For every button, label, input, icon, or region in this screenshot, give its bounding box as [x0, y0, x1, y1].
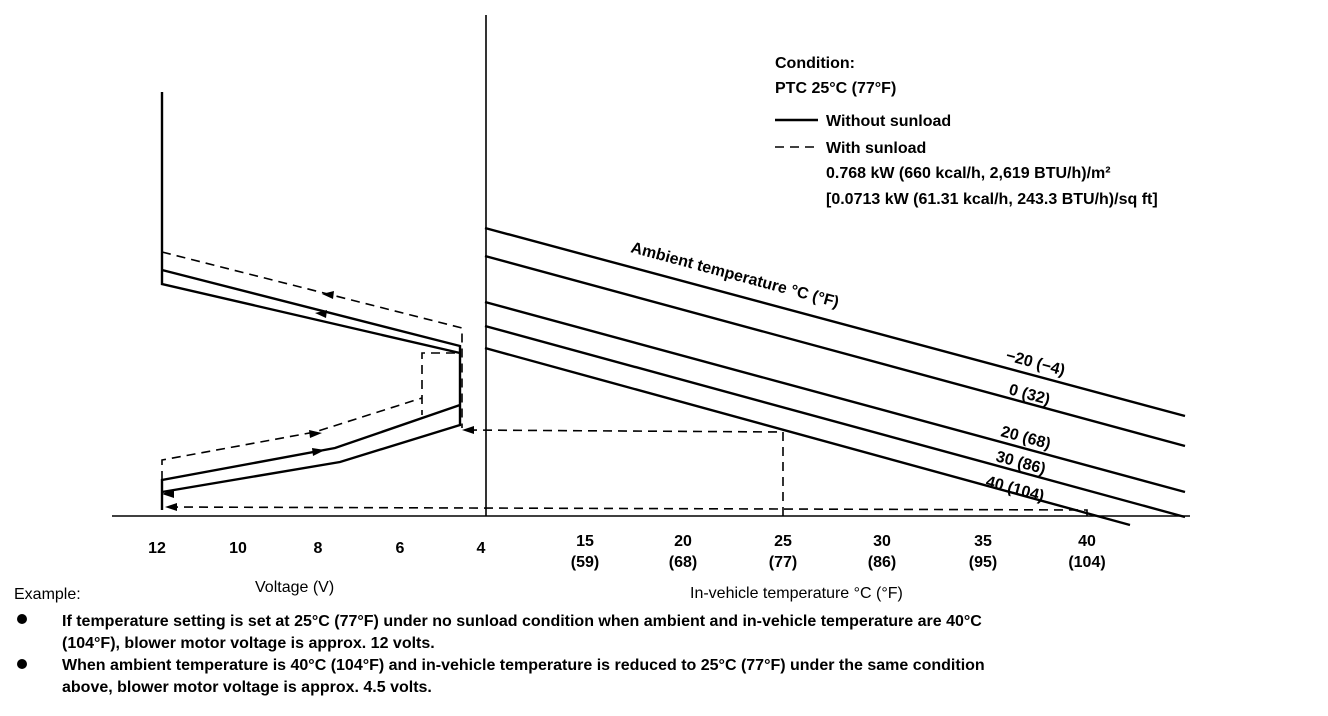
legend-with: With sunload	[826, 140, 926, 157]
voltage-tick-label: 12	[148, 540, 166, 557]
voltage-tick-label: 4	[477, 540, 486, 557]
voltage-curves	[160, 92, 1088, 516]
temp-tick-label: 25	[774, 533, 792, 550]
legend-condition: PTC 25°C (77°F)	[775, 80, 896, 97]
bullet	[17, 659, 27, 669]
voltage-ticks: 12 10 8 6 4	[148, 540, 485, 557]
example-text: above, blower motor voltage is approx. 4…	[62, 679, 432, 696]
temp-tick-label: (59)	[571, 554, 599, 571]
temp-tick-label: 30	[873, 533, 891, 550]
ambient-line-label: 40 (104)	[984, 473, 1046, 505]
temp-tick-label: (86)	[868, 554, 896, 571]
temp-tick-label: (95)	[969, 554, 997, 571]
temp-tick-label: (68)	[669, 554, 697, 571]
legend-condition-title: Condition:	[775, 55, 855, 72]
temp-tick-label: 15	[576, 533, 594, 550]
example-text: When ambient temperature is 40°C (104°F)…	[62, 657, 985, 674]
legend-detail: 0.768 kW (660 kcal/h, 2,619 BTU/h)/m²	[826, 165, 1111, 182]
voltage-tick-label: 6	[396, 540, 405, 557]
legend: Condition: PTC 25°C (77°F) Without sunlo…	[775, 55, 1158, 208]
temp-label: In-vehicle temperature °C (°F)	[690, 585, 903, 602]
temp-tick-label: 35	[974, 533, 992, 550]
bullet	[17, 614, 27, 624]
legend-detail: [0.0713 kW (61.31 kcal/h, 243.3 BTU/h)/s…	[826, 191, 1158, 208]
temp-ticks: 15 (59) 20 (68) 25 (77) 30 (86) 35 (95) 40 (104)	[571, 533, 1106, 571]
example-title: Example:	[14, 586, 81, 603]
voltage-label: Voltage (V)	[255, 579, 334, 596]
temp-tick-label: (77)	[769, 554, 797, 571]
temp-tick-label: (104)	[1068, 554, 1105, 571]
example-text: (104°F), blower motor voltage is approx.…	[62, 635, 435, 652]
temp-tick-label: 20	[674, 533, 692, 550]
axes	[112, 15, 1190, 517]
voltage-tick-label: 8	[314, 540, 323, 557]
example-text: If temperature setting is set at 25°C (7…	[62, 613, 982, 630]
temp-tick-label: 40	[1078, 533, 1096, 550]
voltage-tick-label: 10	[229, 540, 247, 557]
legend-without: Without sunload	[826, 113, 951, 130]
ambient-lines	[484, 226, 1186, 527]
